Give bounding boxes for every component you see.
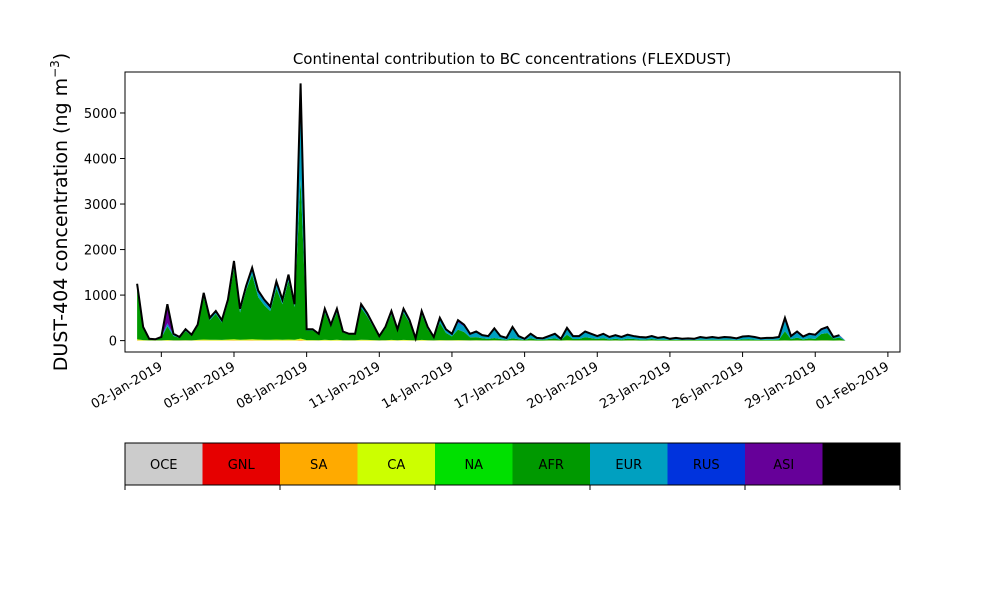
x-tick-label: 29-Jan-2019	[743, 359, 820, 412]
legend-label-rus: RUS	[693, 458, 720, 473]
y-axis-label: DUST-404 concentration (ng m−3)	[48, 53, 72, 371]
x-tick-label: 11-Jan-2019	[307, 359, 384, 412]
legend-swatch-ca	[357, 443, 435, 485]
area-series-eur	[137, 110, 888, 341]
legend-label-aus: AUS	[848, 458, 875, 473]
legend-border	[124, 442, 901, 486]
area-series-ca	[137, 338, 888, 341]
legend-swatch-oce	[125, 443, 203, 485]
legend-label-oce: OCE	[150, 458, 178, 473]
legend-label-asi: ASI	[773, 458, 794, 473]
legend-swatch-eur	[590, 443, 668, 485]
x-tick-label: 02-Jan-2019	[89, 359, 166, 412]
y-tick-label: 4000	[84, 153, 117, 168]
x-tick-label: 17-Jan-2019	[452, 359, 529, 412]
plot-area: 0 1000 2000 3000 4000 5000 02-Jan-201905-Jan-…	[84, 71, 901, 413]
y-tick-label: 5000	[84, 107, 117, 122]
x-tick-label: 05-Jan-2019	[161, 359, 238, 412]
y-axis-label-close: )	[50, 53, 72, 60]
y-tick-label: 0	[109, 335, 117, 350]
y-tick-label: 3000	[84, 198, 117, 213]
legend-swatch-afr	[512, 443, 590, 485]
x-tick-label: 23-Jan-2019	[597, 359, 674, 412]
legend-label-sa: SA	[310, 458, 327, 473]
x-tick-label: 20-Jan-2019	[525, 359, 602, 412]
area-series-sa	[137, 339, 888, 341]
legend: OCE GNL SA CA NA AFR EUR RUS ASI AUS	[124, 442, 901, 490]
legend-swatch-aus	[822, 443, 900, 485]
x-tick-label: 26-Jan-2019	[670, 359, 747, 412]
total-line	[136, 83, 840, 343]
y-axis-label-exponent: −3	[48, 60, 62, 78]
legend-label-na: NA	[464, 458, 483, 473]
legend-label-gnl: GNL	[228, 458, 256, 473]
area-series-group	[137, 83, 888, 341]
legend-swatch-rus	[667, 443, 745, 485]
x-tick-label: 14-Jan-2019	[379, 359, 456, 412]
legend-swatch-na	[435, 443, 513, 485]
y-tick-label: 1000	[84, 289, 117, 304]
y-tick-label: 2000	[84, 244, 117, 259]
x-axis: 02-Jan-201905-Jan-201908-Jan-201911-Jan-…	[89, 352, 892, 413]
area-series-afr	[137, 179, 888, 341]
y-axis: 0 1000 2000 3000 4000 5000	[84, 107, 125, 350]
chart-title: Continental contribution to BC concentra…	[293, 50, 731, 68]
legend-swatch-asi	[745, 443, 823, 485]
legend-label-eur: EUR	[615, 458, 642, 473]
legend-swatch-gnl	[202, 443, 280, 485]
legend-label-ca: CA	[387, 458, 405, 473]
x-tick-label: 01-Feb-2019	[813, 359, 892, 413]
legend-label-afr: AFR	[539, 458, 564, 473]
x-tick-label: 08-Jan-2019	[234, 359, 311, 412]
legend-swatch-sa	[280, 443, 358, 485]
plot-border	[124, 71, 901, 353]
